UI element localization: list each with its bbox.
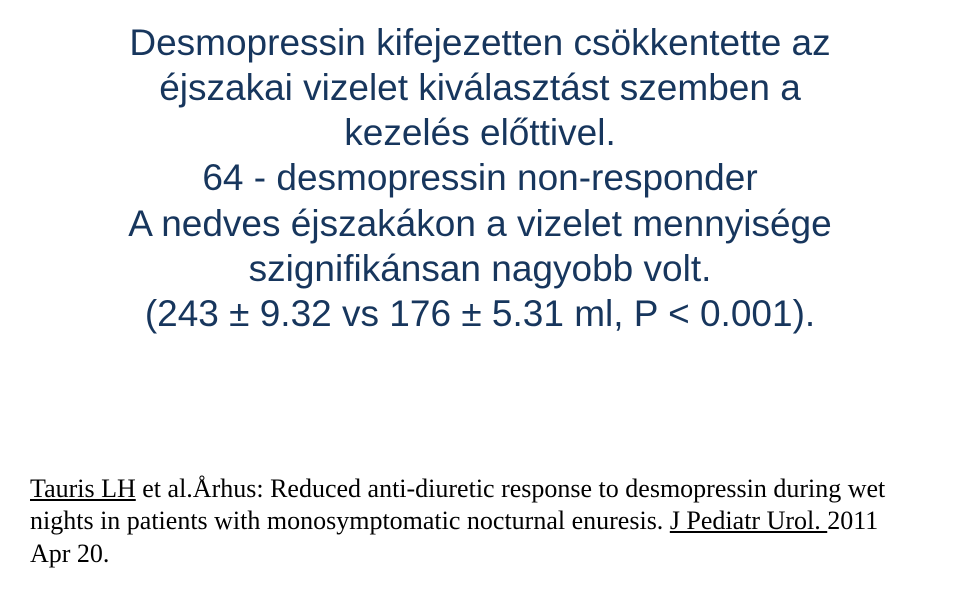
slide-page: Desmopressin kifejezetten csökkentette a… <box>0 0 960 590</box>
main-line-3: kezelés előttivel. <box>344 112 615 153</box>
main-line-5: A nedves éjszakákon a vizelet mennyisége <box>128 203 831 244</box>
citation-block: Tauris LH et al.Århus: Reduced anti-diur… <box>30 473 930 571</box>
main-line-7: (243 ± 9.32 vs 176 ± 5.31 ml, P < 0.001)… <box>145 293 815 334</box>
main-line-1: Desmopressin kifejezetten csökkentette a… <box>129 22 830 63</box>
main-line-2: éjszakai vizelet kiválasztást szemben a <box>159 67 801 108</box>
main-line-6: szignifikánsan nagyobb volt. <box>249 248 712 289</box>
citation-journal-link[interactable]: J Pediatr Urol. <box>670 506 827 535</box>
citation-author-link[interactable]: Tauris LH <box>30 474 136 503</box>
main-text-block: Desmopressin kifejezetten csökkentette a… <box>30 20 930 336</box>
main-line-4: 64 - desmopressin non-responder <box>202 157 757 198</box>
